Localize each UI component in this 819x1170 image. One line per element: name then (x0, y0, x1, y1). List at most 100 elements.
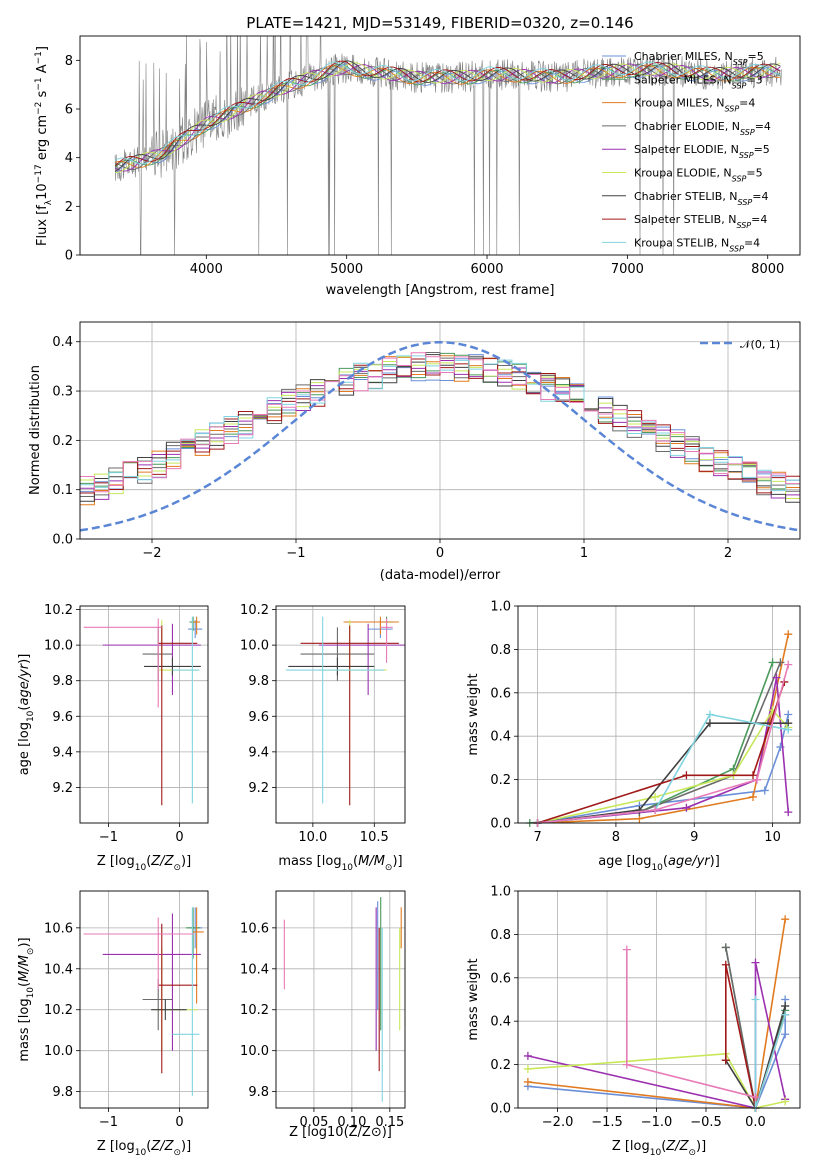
legend-label: Kroupa ELODIE, NSSP=5 (634, 167, 763, 184)
y-tick-label: 10.2 (240, 603, 269, 618)
y-tick-label: 0.2 (52, 434, 73, 449)
data-point-marker (768, 658, 777, 667)
x-tick-label: 10 (764, 830, 781, 845)
legend-label: Chabrier STELIB, NSSP=4 (634, 190, 768, 207)
x-tick-label: 2 (724, 546, 732, 561)
x-tick-label: 0.05 (299, 1115, 328, 1130)
data-point-marker (721, 943, 730, 952)
y-tick-label: 1.0 (490, 600, 511, 615)
x-tick-label: 0 (436, 546, 444, 561)
panel-weight-vs-Z: −2.0 −1.5 −1.0 −0.5 0.0 0.0 0.2 0.4 0.6 0.8 1.0 Z [… (466, 885, 801, 1158)
gaussian-curve (80, 340, 798, 532)
y-tick-label: 0.4 (490, 730, 511, 745)
y-axis-label: age [log10(age/yr)] (17, 654, 36, 776)
y-tick-label: 4 (65, 151, 73, 166)
y-tick-label: 0 (65, 249, 73, 264)
x-tick-label: −0.5 (690, 1115, 722, 1130)
data-point-marker (751, 1093, 760, 1102)
x-tick-label: 8000 (751, 262, 784, 277)
legend-label: Salpeter STELIB, NSSP=4 (634, 213, 767, 230)
series-line (537, 681, 786, 823)
axes-frame (517, 605, 801, 824)
x-tick-label: 0 (175, 1115, 183, 1130)
legend-label: Kroupa MILES, NSSP=4 (634, 97, 755, 114)
x-tick-label: 7000 (611, 262, 644, 277)
x-tick-label: −1 (286, 546, 305, 561)
data-point-marker (751, 995, 760, 1004)
y-tick-label: 9.6 (248, 710, 269, 725)
x-tick-label: −2 (142, 546, 161, 561)
legend-label: Chabrier ELODIE, NSSP=4 (634, 120, 771, 137)
data-point-marker (705, 710, 714, 719)
x-axis-label: Z [log10(Z/Z⊙)] (97, 1139, 191, 1158)
x-tick-label: 4000 (190, 262, 223, 277)
x-axis-label: age [log10(age/yr)] (598, 854, 720, 873)
legend-label: Kroupa STELIB, NSSP=4 (634, 236, 760, 253)
axes-frame (275, 605, 406, 824)
x-axis-label: Z [log10(Z/Z⊙)] (97, 854, 191, 873)
panel-weight-vs-age: 7 8 9 10 0.0 0.2 0.4 0.6 0.8 1.0 age [log10(age/yr… (466, 600, 801, 873)
data-point-marker (721, 1056, 730, 1065)
y-tick-label: 1.0 (490, 885, 511, 900)
panel-spectrum: 4000 5000 6000 7000 8000 0 2 4 6 8 Chabrier MILES,… (34, 14, 801, 298)
data-point-marker (760, 786, 769, 795)
y-tick-label: 0.6 (490, 686, 511, 701)
y-tick-label: 0.8 (490, 928, 511, 943)
y-tick-label: 0.0 (490, 1102, 511, 1117)
y-tick-label: 9.2 (52, 781, 73, 796)
chart-title: PLATE=1421, MJD=53149, FIBERID=0320, z=0… (246, 14, 633, 32)
legend: Chabrier MILES, NSSP=5 Salpeter MILES, NS… (602, 50, 771, 253)
y-tick-label: 10.6 (240, 921, 269, 936)
series-line (537, 714, 790, 823)
x-tick-label: 10.0 (298, 830, 327, 845)
x-axis-label: Z [log10(Z/Z⊙)] (612, 1139, 706, 1158)
data-point-marker (781, 915, 790, 924)
histogram-step-line (80, 352, 800, 539)
legend-label: Chabrier MILES, NSSP=5 (634, 50, 764, 67)
data-point-marker (781, 1030, 790, 1039)
x-tick-label: −1 (99, 1115, 118, 1130)
y-tick-label: 9.2 (248, 781, 269, 796)
data-point-marker (682, 771, 691, 780)
axes-frame (79, 321, 801, 540)
data-point-marker (749, 771, 757, 780)
x-tick-label: −1 (99, 830, 118, 845)
y-tick-label: 10.0 (240, 639, 269, 654)
data-point-marker (651, 805, 660, 814)
series-line (725, 1005, 786, 1108)
y-tick-label: 9.4 (248, 745, 269, 760)
model-line (114, 60, 781, 172)
y-tick-label: 0.8 (490, 643, 511, 658)
y-tick-label: 0.0 (490, 817, 511, 832)
y-axis-label: Normed distribution (28, 365, 43, 495)
data-point-marker (784, 808, 793, 817)
y-tick-label: 9.8 (248, 1085, 269, 1100)
series-line (626, 949, 756, 1098)
data-point-marker (784, 725, 793, 734)
x-axis-label: wavelength [Angstrom, rest frame] (326, 283, 555, 298)
data-point-marker (749, 792, 757, 801)
y-tick-label: 8 (65, 54, 73, 69)
panel-age-vs-mass: 10.0 10.5 9.2 9.4 9.6 9.8 10.0 10.2 mass [log10(… (240, 603, 406, 873)
axes-frame (517, 890, 801, 1109)
y-tick-label: 0.3 (52, 385, 73, 400)
panel-residuals: −2 −1 0 1 2 0.0 0.1 0.2 0.3 0.4 𝒩(0, 1) (data-model… (28, 321, 801, 583)
y-tick-label: 10.0 (44, 1044, 73, 1059)
series-line (527, 919, 786, 1108)
x-tick-label: 8 (612, 830, 620, 845)
data-point-marker (772, 673, 781, 682)
y-tick-label: 10.4 (240, 962, 269, 977)
series-line (754, 999, 786, 1108)
y-tick-label: 9.8 (52, 674, 73, 689)
legend-label: 𝒩(0, 1) (740, 338, 780, 351)
y-tick-label: 10.0 (44, 639, 73, 654)
data-point-marker (622, 945, 631, 954)
x-axis-label: (data-model)/error (380, 568, 501, 583)
panel-mass-vs-Z: −1 0 9.8 10.0 10.2 10.4 10.6 Z [log10(Z/Z⊙)] mas… (17, 890, 209, 1158)
x-tick-label: 5000 (330, 262, 363, 277)
legend-label: Salpeter MILES, NSSP=3 (634, 73, 763, 90)
y-tick-label: 0.1 (52, 483, 73, 498)
y-tick-label: 9.6 (52, 710, 73, 725)
y-tick-label: 0.2 (490, 1058, 511, 1073)
